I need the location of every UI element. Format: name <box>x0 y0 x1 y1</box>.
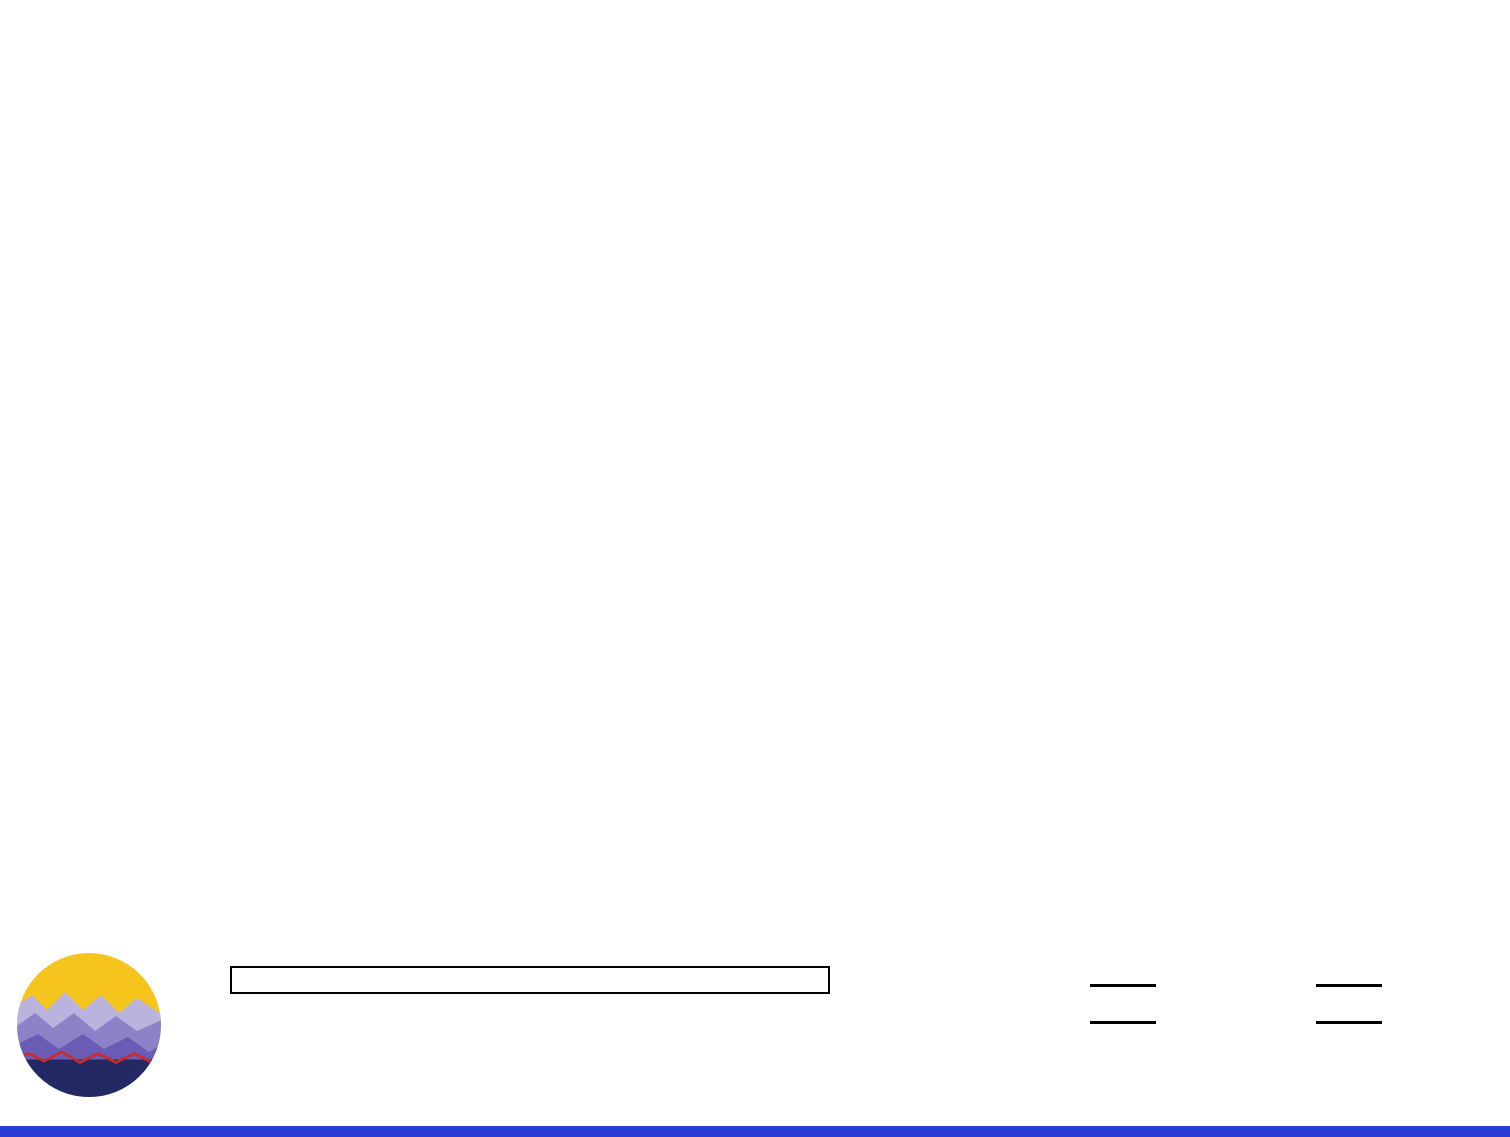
low-line-swatch <box>1090 1020 1156 1024</box>
legend-item-kelvin <box>1316 968 1396 1002</box>
legend-item-low <box>1090 1005 1170 1039</box>
ncics-logo <box>17 953 161 1097</box>
er-line-swatch <box>1316 1020 1382 1024</box>
mjo-line-swatch <box>1090 983 1156 987</box>
legend-item-er <box>1316 1005 1396 1039</box>
logo-red-ridge-line <box>17 1050 161 1065</box>
legend-item-mjo <box>1090 968 1170 1002</box>
kelvin-line-swatch <box>1316 983 1382 987</box>
colorbar <box>230 966 830 994</box>
logo-base <box>17 1059 161 1097</box>
bottom-bar <box>0 1126 1510 1137</box>
